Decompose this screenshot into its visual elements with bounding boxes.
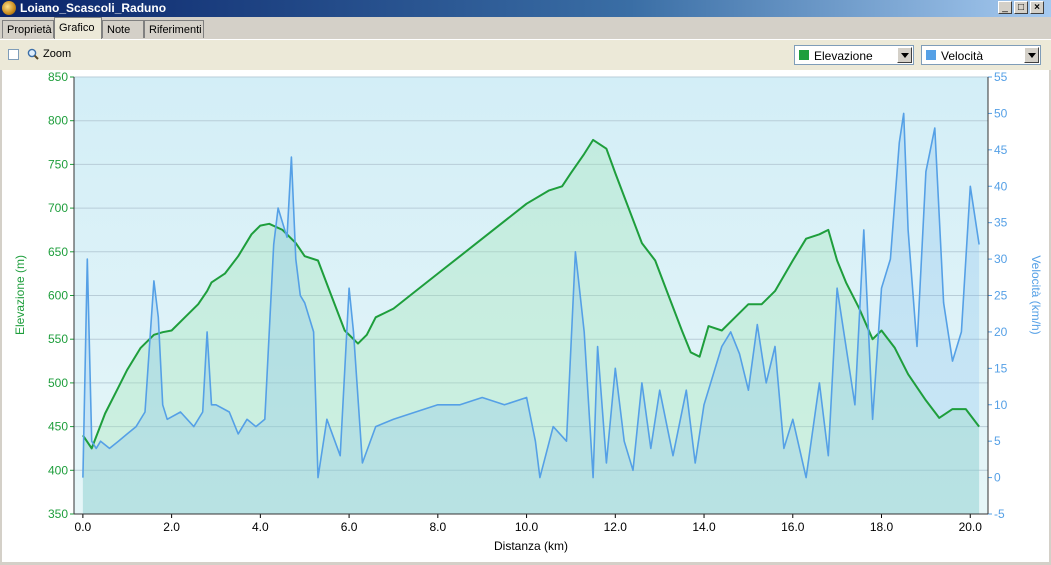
- tab-proprieta[interactable]: Proprietà: [2, 20, 54, 38]
- right-series-select[interactable]: Velocità: [921, 45, 1041, 65]
- right-tick-label: 5: [994, 434, 1001, 448]
- x-tick-label: 12.0: [604, 520, 628, 534]
- window-title: Loiano_Scascoli_Raduno: [20, 1, 167, 15]
- left-tick-label: 400: [48, 463, 68, 477]
- speed-area: [82, 113, 980, 515]
- zoom-label: Zoom: [43, 48, 72, 60]
- right-series-value: Velocità: [941, 49, 984, 63]
- right-tick-label: 10: [994, 398, 1008, 412]
- right-tick-label: 15: [994, 361, 1008, 375]
- left-tick-label: 450: [48, 420, 68, 434]
- magnifier-icon: [27, 48, 39, 60]
- left-tick-label: 350: [48, 507, 68, 521]
- right-tick-label: 50: [994, 106, 1008, 120]
- chevron-down-icon[interactable]: [897, 47, 912, 63]
- chart-toolbar: Zoom Elevazione Velocità: [0, 39, 1051, 70]
- tab-strip: Proprietà Grafico Note Riferimenti: [0, 17, 1051, 39]
- left-series-select[interactable]: Elevazione: [794, 45, 914, 65]
- left-axis-label: Elevazione (m): [13, 255, 27, 335]
- left-tick-label: 850: [48, 70, 68, 84]
- tab-riferimenti[interactable]: Riferimenti: [144, 20, 204, 38]
- x-tick-label: 14.0: [692, 520, 716, 534]
- x-tick-label: 2.0: [163, 520, 180, 534]
- x-tick-label: 18.0: [870, 520, 894, 534]
- x-tick-label: 6.0: [341, 520, 358, 534]
- right-tick-label: 0: [994, 471, 1001, 485]
- x-tick-label: 20.0: [959, 520, 983, 534]
- left-tick-label: 650: [48, 245, 68, 259]
- x-tick-label: 16.0: [781, 520, 805, 534]
- elevation-area: [82, 139, 980, 514]
- right-tick-label: 20: [994, 325, 1008, 339]
- speed-line: [82, 112, 980, 479]
- right-tick-label: 35: [994, 216, 1008, 230]
- right-tick-label: 55: [994, 70, 1008, 84]
- right-tick-label: -5: [994, 507, 1005, 521]
- right-tick-label: 25: [994, 289, 1008, 303]
- speed-swatch: [926, 50, 936, 60]
- chart-area: 350 400 450 500 550 600 650 700 750 800 850 -5 0 5 10 1…: [2, 70, 1049, 562]
- x-tick-label: 10.0: [515, 520, 539, 534]
- x-axis-label: Distanza (km): [494, 539, 568, 553]
- x-tick-label: 4.0: [252, 520, 269, 534]
- x-tick-label: 0.0: [75, 520, 92, 534]
- left-tick-label: 700: [48, 201, 68, 215]
- left-tick-label: 600: [48, 289, 68, 303]
- elevation-speed-chart: 350 400 450 500 550 600 650 700 750 800 850 -5 0 5 10 1…: [13, 70, 1043, 553]
- close-button[interactable]: ×: [1030, 1, 1044, 14]
- right-tick-label: 30: [994, 252, 1008, 266]
- maximize-button[interactable]: □: [1014, 1, 1028, 14]
- elevation-swatch: [799, 50, 809, 60]
- x-tick-label: 8.0: [429, 520, 446, 534]
- tab-note[interactable]: Note: [102, 20, 144, 38]
- left-tick-label: 500: [48, 376, 68, 390]
- zoom-checkbox[interactable]: [8, 49, 19, 60]
- right-tick-label: 45: [994, 143, 1008, 157]
- tab-grafico[interactable]: Grafico: [54, 17, 102, 39]
- app-icon: [2, 1, 16, 15]
- minimize-button[interactable]: _: [998, 1, 1012, 14]
- title-bar: Loiano_Scascoli_Raduno _ □ ×: [0, 0, 1051, 17]
- left-tick-label: 800: [48, 114, 68, 128]
- elevation-line: [82, 138, 980, 450]
- right-axis-label: Velocità (km/h): [1029, 255, 1043, 334]
- left-tick-label: 550: [48, 332, 68, 346]
- right-tick-label: 40: [994, 179, 1008, 193]
- left-tick-label: 750: [48, 157, 68, 171]
- left-series-value: Elevazione: [814, 49, 873, 63]
- chevron-down-icon[interactable]: [1024, 47, 1039, 63]
